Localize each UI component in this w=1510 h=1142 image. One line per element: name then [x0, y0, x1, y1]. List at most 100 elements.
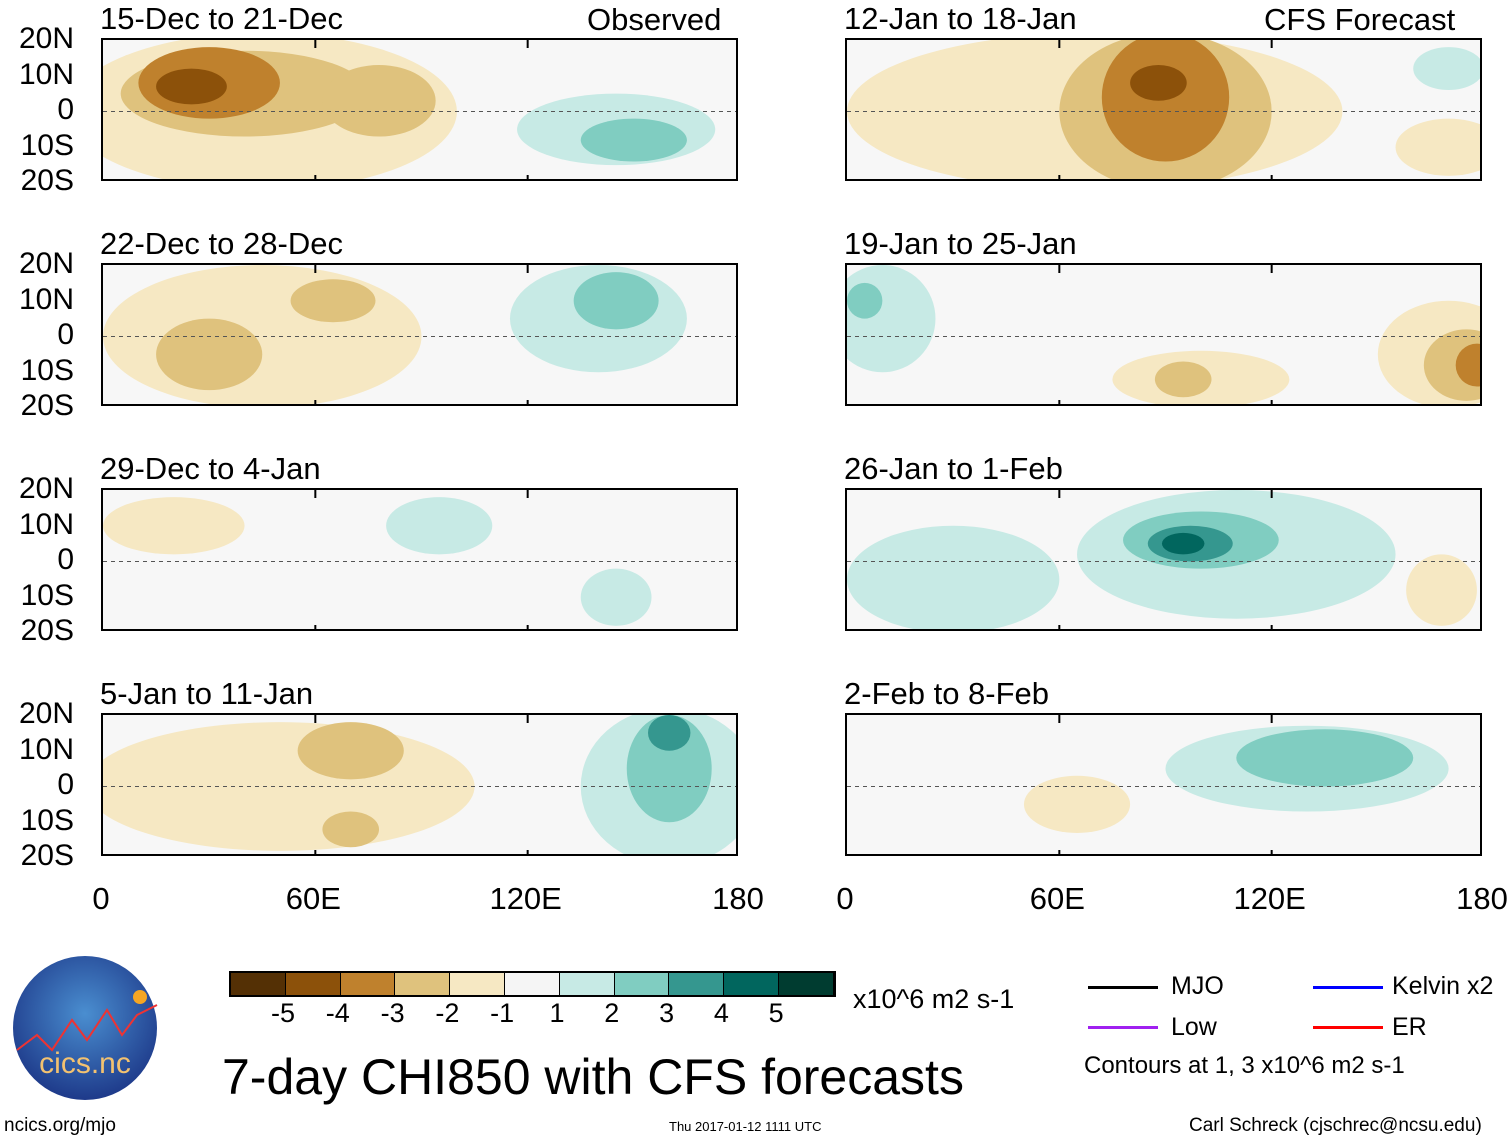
map-panel	[101, 38, 738, 181]
footer-url[interactable]: ncics.org/mjo	[4, 1115, 116, 1136]
anomaly-region	[1395, 118, 1480, 176]
lat-tick-label: 20N	[18, 697, 74, 730]
map-panel	[845, 713, 1482, 856]
colorbar-swatch	[504, 973, 560, 995]
anomaly-region	[1101, 40, 1230, 162]
lon-tick-label: 0	[836, 881, 854, 916]
anomaly-region	[1413, 47, 1480, 91]
panel-title: 29-Dec to 4-Jan	[100, 451, 321, 486]
anomaly-region	[626, 715, 712, 823]
colorbar-swatch	[724, 973, 779, 995]
anomaly-region	[1023, 775, 1131, 833]
map-panel	[845, 263, 1482, 406]
colorbar-swatch	[669, 973, 725, 995]
anomaly-region	[103, 497, 245, 555]
logo-text: cics.nc	[39, 1047, 131, 1080]
colorbar-swatch	[231, 973, 286, 995]
lat-tick-label: 10N	[18, 732, 74, 766]
anomaly-region	[573, 272, 659, 330]
panel-title: 15-Dec to 21-Dec	[100, 1, 343, 36]
anomaly-region	[847, 525, 1060, 629]
anomaly-region	[297, 722, 404, 780]
footer-author: Carl Schreck (cjschrec@ncsu.edu)	[1189, 1115, 1482, 1136]
mjo-legend-label: MJO	[1171, 972, 1224, 1000]
colorbar-tick: -1	[490, 998, 515, 1028]
lat-tick-label: 20S	[20, 389, 74, 422]
contour-note: Contours at 1, 3 x10^6 m2 s-1	[1084, 1052, 1405, 1079]
colorbar-swatch	[395, 973, 451, 995]
mjo-legend-line	[1088, 986, 1158, 989]
anomaly-region	[847, 282, 883, 319]
lat-tick-label: 20N	[18, 247, 74, 280]
lat-tick-label: 0	[57, 93, 74, 126]
panel-title: 2-Feb to 8-Feb	[844, 676, 1050, 711]
lat-tick-label: 20S	[20, 164, 74, 197]
observed-label: Observed	[587, 2, 722, 37]
lat-tick-label: 10S	[20, 578, 74, 612]
panel-title: 19-Jan to 25-Jan	[844, 226, 1077, 261]
lat-tick-label: 0	[57, 543, 74, 576]
colorbar-swatch	[559, 973, 615, 995]
lat-tick-label: 20N	[18, 22, 74, 55]
colorbar-tick: -5	[270, 998, 296, 1028]
colorbar	[229, 971, 836, 997]
kelvin-legend-label: Kelvin x2	[1392, 972, 1494, 1000]
map-panel	[845, 38, 1482, 181]
anomaly-region	[156, 318, 263, 391]
lat-tick-label: 10S	[20, 353, 74, 387]
anomaly-region	[580, 568, 652, 626]
colorbar-swatch	[285, 973, 341, 995]
anomaly-region	[1406, 554, 1477, 626]
footer-timestamp: Thu 2017-01-12 1111 UTC	[669, 1119, 822, 1134]
panel-title: 5-Jan to 11-Jan	[100, 676, 314, 711]
anomaly-region	[103, 265, 422, 404]
anomaly-region	[322, 811, 380, 848]
lat-tick-label: 10N	[18, 507, 74, 541]
lon-tick-label: 180	[712, 881, 764, 916]
panel-title: 12-Jan to 18-Jan	[844, 1, 1077, 36]
anomaly-region	[1455, 343, 1480, 387]
map-panel	[101, 713, 738, 856]
colorbar-swatch	[450, 973, 505, 995]
lat-tick-label: 20N	[18, 472, 74, 505]
colorbar-tick: -2	[435, 998, 460, 1028]
colorbar-swatch	[778, 973, 834, 995]
lat-tick-label: 10S	[20, 128, 74, 162]
er-legend-label: ER	[1392, 1013, 1427, 1041]
colorbar-swatch	[340, 973, 396, 995]
map-panel	[101, 488, 738, 631]
lat-tick-label: 10S	[20, 803, 74, 837]
colorbar-unit: x10^6 m2 s-1	[853, 984, 1015, 1014]
lon-tick-label: 60E	[1029, 881, 1085, 916]
panel-title: 26-Jan to 1-Feb	[844, 451, 1063, 486]
lat-tick-label: 10N	[18, 57, 74, 91]
colorbar-swatch	[614, 973, 670, 995]
forecast-label: CFS Forecast	[1264, 2, 1456, 37]
anomaly-region	[156, 68, 227, 105]
lon-tick-label: 60E	[285, 881, 341, 916]
lat-tick-label: 10N	[18, 282, 74, 316]
anomaly-region	[386, 497, 493, 555]
colorbar-tick: 4	[713, 998, 729, 1028]
anomaly-region	[1236, 729, 1414, 787]
lon-tick-label: 0	[92, 881, 110, 916]
anomaly-region	[1161, 532, 1205, 555]
anomaly-region	[322, 65, 436, 137]
lat-tick-label: 0	[57, 318, 74, 351]
anomaly-region	[580, 118, 687, 162]
colorbar-tick: -4	[325, 998, 350, 1028]
lon-tick-label: 180	[1456, 881, 1508, 916]
anomaly-region	[647, 715, 691, 751]
kelvin-legend-line	[1313, 986, 1383, 989]
lat-tick-label: 20S	[20, 839, 74, 872]
colorbar-tick: 1	[549, 998, 565, 1028]
anomaly-region	[1130, 65, 1187, 101]
colorbar-tick: 5	[768, 998, 784, 1028]
lat-tick-label: 0	[57, 768, 74, 801]
figure-title: 7-day CHI850 with CFS forecasts	[222, 1049, 964, 1105]
lon-tick-label: 120E	[1233, 881, 1306, 916]
er-legend-line	[1313, 1026, 1383, 1029]
lon-tick-label: 120E	[489, 881, 562, 916]
anomaly-region	[1154, 361, 1212, 398]
colorbar-tick: 3	[659, 998, 675, 1028]
